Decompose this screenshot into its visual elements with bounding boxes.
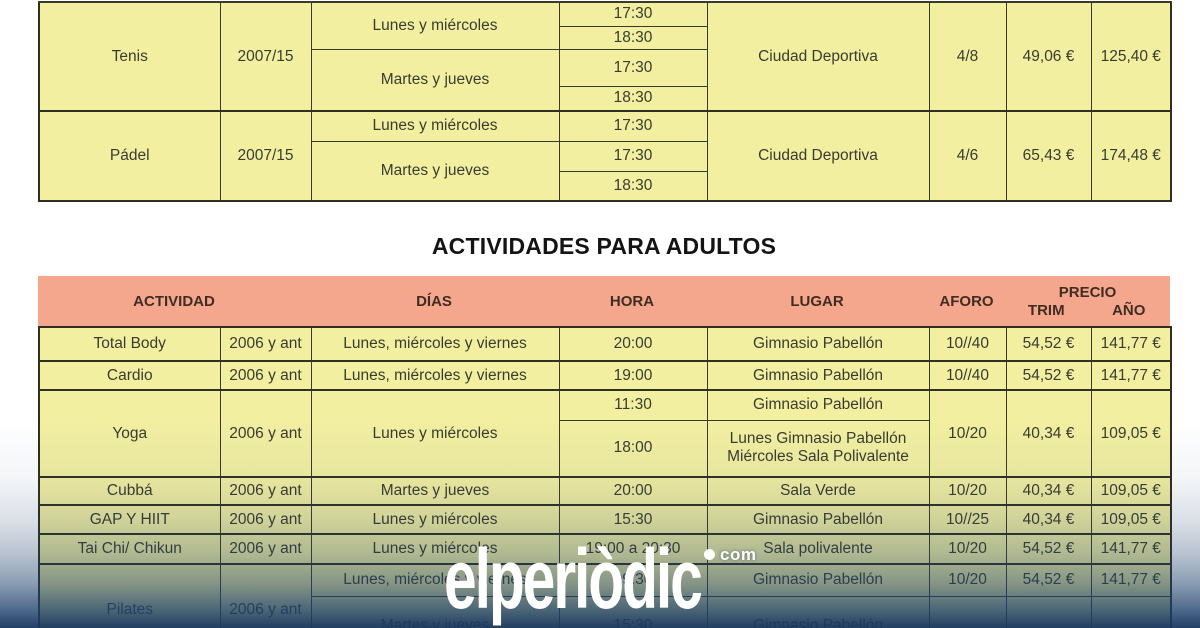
cell-aforo: 10//40 — [928, 360, 1007, 391]
cell-days: Lunes, miércoles y viernes — [310, 360, 560, 391]
cell-activity: Total Body — [38, 326, 221, 362]
cell-year: 2007/15 — [219, 1, 312, 112]
cell-days: Lunes y miércoles — [310, 504, 560, 535]
cell-year: 2006 y ant — [219, 533, 312, 565]
lugar-line-1: Lunes Gimnasio Pabellón — [729, 429, 907, 447]
cell-year: 2006 y ant — [219, 360, 312, 391]
cell-year: 2007/15 — [219, 110, 312, 202]
cell-precio-trim: 40,34 € — [1005, 504, 1092, 535]
cell-days: Lunes y miércoles — [310, 1, 560, 50]
cell-time: 18:30 — [558, 170, 708, 202]
cell-aforo: 4/8 — [928, 1, 1007, 112]
cell-days: Martes y jueves — [310, 476, 560, 506]
cell-aforo: 10//40 — [928, 326, 1007, 362]
cell-precio-trim: 40,34 € — [1005, 476, 1092, 506]
cell-days: Lunes y miércoles — [310, 110, 560, 142]
cell-days: Martes y jueves — [310, 140, 560, 202]
cell-time: 17:30 — [558, 1, 708, 27]
cell-lugar: Gimnasio Pabellón — [706, 563, 930, 597]
cell-time: 19:00 — [558, 360, 708, 391]
cell-precio-ano: 109,05 € — [1090, 504, 1172, 535]
cell-precio-trim: 65,43 € — [1005, 110, 1092, 202]
cell-precio-ano: 141,77 € — [1090, 533, 1172, 565]
cell-aforo — [928, 595, 1007, 628]
cell-lugar: Gimnasio Pabellón — [706, 389, 930, 421]
kids-activities-table: Tenis 2007/15 Lunes y miércoles 17:30 Ci… — [38, 1, 1172, 202]
cell-lugar: Ciudad Deportiva — [706, 1, 930, 112]
cell-aforo: 10/20 — [928, 389, 1007, 478]
cell-time: 11:30 — [558, 389, 708, 421]
cell-year: 2006 y ant — [219, 326, 312, 362]
cell-year: 2006 y ant — [219, 563, 312, 628]
lugar-line-2: Miércoles Sala Polivalente — [727, 448, 909, 466]
cell-activity: GAP Y HIIT — [38, 504, 221, 535]
cell-aforo: 10//25 — [928, 504, 1007, 535]
cell-activity: Yoga — [38, 389, 221, 478]
cell-days: Martes y jueves — [310, 48, 560, 112]
cell-precio-ano: 109,05 € — [1090, 389, 1172, 478]
cell-precio-ano: 141,77 € — [1090, 326, 1172, 362]
cell-activity: Tenis — [38, 1, 221, 112]
cell-year: 2006 y ant — [219, 476, 312, 506]
cell-time: 18:30 — [558, 25, 708, 50]
cell-lugar: Gimnasio Pabellón — [706, 360, 930, 391]
watermark-brand: elperiòdic — [444, 532, 703, 626]
cell-time: 18:00 — [558, 419, 708, 478]
cell-activity: Tai Chi/ Chikun — [38, 533, 221, 565]
cell-time: 20:00 — [558, 476, 708, 506]
cell-precio-trim: 54,52 € — [1005, 533, 1092, 565]
header-hora: HORA — [609, 292, 655, 310]
cell-aforo: 4/6 — [928, 110, 1007, 202]
header-actividad: ACTIVIDAD — [133, 292, 215, 310]
header-ano: AÑO — [1112, 301, 1146, 319]
cell-precio-ano: 141,77 € — [1090, 360, 1172, 391]
cell-lugar: Gimnasio Pabellón — [706, 504, 930, 535]
cell-aforo: 10/20 — [928, 533, 1007, 565]
cell-precio-trim: 54,52 € — [1005, 360, 1092, 391]
cell-activity: Pádel — [38, 110, 221, 202]
cell-time: 18:30 — [558, 85, 708, 112]
cell-activity: Pilates — [38, 563, 221, 628]
header-aforo: AFORO — [939, 292, 994, 310]
cell-year: 2006 y ant — [219, 504, 312, 535]
cell-precio-trim: 49,06 € — [1005, 1, 1092, 112]
adults-table-header: ACTIVIDAD DÍAS HORA LUGAR AFORO PRECIO T… — [38, 276, 1170, 326]
header-precio-group: PRECIO TRIM AÑO — [1005, 276, 1170, 326]
cell-precio-trim: 40,34 € — [1005, 389, 1092, 478]
header-trim: TRIM — [1027, 301, 1065, 319]
header-precio: PRECIO — [1058, 283, 1117, 301]
adults-section-title: ACTIVIDADES PARA ADULTOS — [431, 233, 777, 259]
cell-precio-ano: 174,48 € — [1090, 110, 1172, 202]
header-lugar: LUGAR — [790, 292, 844, 310]
cell-aforo: 10/20 — [928, 476, 1007, 506]
cell-time: 17:30 — [558, 48, 708, 87]
cell-days: Lunes y miércoles — [310, 389, 560, 478]
cell-precio-trim — [1005, 595, 1092, 628]
cell-precio-ano — [1090, 595, 1172, 628]
cell-precio-ano: 125,40 € — [1090, 1, 1172, 112]
cell-lugar: Gimnasio Pabellón — [706, 326, 930, 362]
cell-lugar: Ciudad Deportiva — [706, 110, 930, 202]
cell-time: 17:30 — [558, 140, 708, 172]
cell-activity: Cardio — [38, 360, 221, 391]
cell-aforo: 10/20 — [928, 563, 1007, 597]
cell-time: 17:30 — [558, 110, 708, 142]
header-dias: DÍAS — [416, 292, 452, 310]
cell-precio-ano: 109,05 € — [1090, 476, 1172, 506]
watermark-tld: com — [720, 545, 757, 564]
cell-precio-ano: 141,77 € — [1090, 563, 1172, 597]
cell-lugar: Sala Verde — [706, 476, 930, 506]
cell-activity: Cubbá — [38, 476, 221, 506]
cell-time: 15:30 — [558, 504, 708, 535]
watermark-dot-icon — [704, 549, 715, 560]
cell-time: 20:00 — [558, 326, 708, 362]
cell-days: Lunes, miércoles y viernes — [310, 326, 560, 362]
cell-year: 2006 y ant — [219, 389, 312, 478]
cell-precio-trim: 54,52 € — [1005, 563, 1092, 597]
cell-lugar: Gimnasio Pabellón — [706, 595, 930, 628]
cell-precio-trim: 54,52 € — [1005, 326, 1092, 362]
cell-lugar: Lunes Gimnasio Pabellón Miércoles Sala P… — [706, 419, 930, 478]
